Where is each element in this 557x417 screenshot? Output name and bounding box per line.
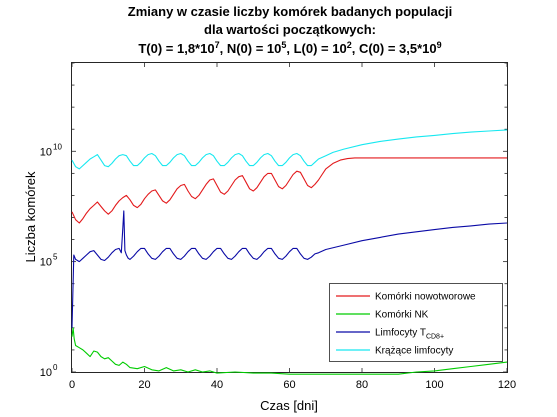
x-tick-label: 120 (498, 379, 516, 391)
y-tick-label: 1010 (40, 142, 63, 158)
y-tick-base: 10 (40, 257, 52, 269)
x-tick-label: 40 (211, 379, 223, 391)
y-tick-label: 100 (40, 363, 58, 379)
legend-entry-name: Komórki nowotworowe (375, 292, 476, 303)
y-tick-exponent: 5 (53, 253, 58, 262)
y-tick-base: 10 (40, 146, 52, 158)
legend-entry-subscript: CD8+ (426, 334, 444, 341)
y-tick-exponent: 0 (53, 363, 58, 372)
axis-ticks (71, 62, 508, 373)
title-superscript: 5 (281, 40, 286, 50)
series-line-1 (71, 157, 507, 224)
x-tick-label: 60 (283, 379, 295, 391)
y-tick-exponent: 10 (53, 142, 62, 151)
title-text: , C(0) = 3,5*10 (352, 41, 437, 56)
legend-entry-name: Komórki NK (375, 310, 429, 321)
chart-title-line1: Zmiany w czasie liczby komórek badanych … (128, 4, 452, 19)
x-tick-label: 80 (356, 379, 368, 391)
x-tick-labels: 0 20 40 60 80 100 120 (69, 379, 516, 391)
title-text: , N(0) = 10 (220, 41, 282, 56)
legend-entry-label: Komórki NK (375, 310, 429, 321)
title-text: , L(0) = 10 (286, 41, 346, 56)
x-tick-label: 0 (69, 379, 75, 391)
series-lines (71, 129, 508, 375)
series-line-3 (71, 210, 508, 328)
series-line-2 (71, 327, 508, 375)
legend: Komórki nowotworowe Komórki NK Limfocyty T… (329, 283, 503, 362)
title-superscript: 7 (215, 40, 220, 50)
legend-entry-label: Limfocyty TCD8+ (375, 328, 444, 341)
legend-entry-label: Komórki nowotworowe (375, 292, 476, 303)
title-text: T(0) = 1,8*10 (138, 41, 214, 56)
chart-title-line2: dla wartości początkowych: (204, 22, 376, 37)
title-superscript: 2 (347, 40, 352, 50)
x-tick-label: 20 (138, 379, 150, 391)
x-axis-label: Czas [dni] (260, 398, 318, 413)
series-line-4 (71, 129, 508, 170)
chart-title-line3: T(0) = 1,8*107, N(0) = 105, L(0) = 102, … (138, 40, 441, 56)
legend-entry-name: Krążące limfocyty (375, 346, 453, 357)
y-tick-base: 10 (40, 367, 52, 379)
y-axis-label: Liczba komórek (23, 171, 38, 263)
legend-entry-label: Krążące limfocyty (375, 346, 453, 357)
title-superscript: 9 (437, 40, 442, 50)
legend-entry-name: Limfocyty T (375, 328, 426, 339)
x-tick-label: 100 (425, 379, 443, 391)
y-tick-label: 105 (40, 253, 58, 269)
